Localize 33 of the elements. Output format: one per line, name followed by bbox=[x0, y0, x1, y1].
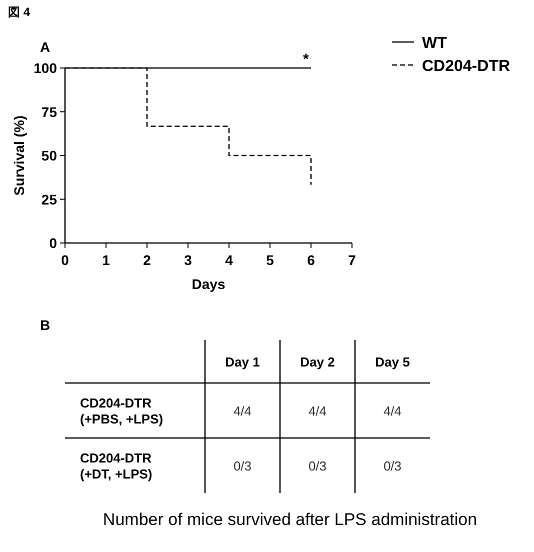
text: 4/4 bbox=[383, 404, 402, 418]
x-tick-label: 7 bbox=[348, 252, 356, 268]
text: 4/4 bbox=[233, 404, 252, 418]
x-axis-title: Days bbox=[192, 276, 226, 292]
legend-label: WT bbox=[422, 35, 448, 52]
category-label: CD204-DTR (+PBS, +LPS) bbox=[80, 396, 164, 426]
x-tick-label: 3 bbox=[184, 252, 192, 268]
text: 4/4 bbox=[308, 404, 327, 418]
text: Number of mice survived after LPS administration bbox=[102, 510, 478, 529]
y-tick-label: 25 bbox=[41, 191, 58, 208]
x-tick-label: 0 bbox=[61, 252, 70, 268]
y-tick-label: 75 bbox=[41, 104, 58, 120]
y-tick-label: 0 bbox=[49, 235, 58, 251]
x-tick-label: 4 bbox=[225, 252, 234, 268]
text: 0/3 bbox=[233, 458, 252, 474]
annotation: * bbox=[303, 51, 309, 68]
x-tick-label: 6 bbox=[307, 252, 316, 268]
chart-title: A bbox=[40, 39, 50, 55]
caption: 図 4 bbox=[8, 5, 30, 19]
category-label: CD204-DTR (+DT, +LPS) bbox=[80, 450, 152, 482]
x-tick-label: 2 bbox=[143, 252, 152, 268]
y-tick-label: 50 bbox=[41, 148, 58, 164]
y-axis-title: Survival (%) bbox=[11, 115, 27, 196]
y-tick-label: 100 bbox=[34, 60, 58, 76]
legend-label: CD204-DTR bbox=[422, 58, 510, 75]
x-tick-label: 5 bbox=[266, 252, 274, 268]
text: 0/3 bbox=[308, 458, 327, 474]
category-label: Day 5 bbox=[375, 354, 410, 370]
category-label: Day 1 bbox=[225, 354, 260, 370]
text: 0/3 bbox=[383, 458, 402, 474]
category-label: Day 2 bbox=[300, 354, 335, 370]
text: B bbox=[40, 317, 50, 333]
x-tick-label: 1 bbox=[102, 252, 110, 268]
